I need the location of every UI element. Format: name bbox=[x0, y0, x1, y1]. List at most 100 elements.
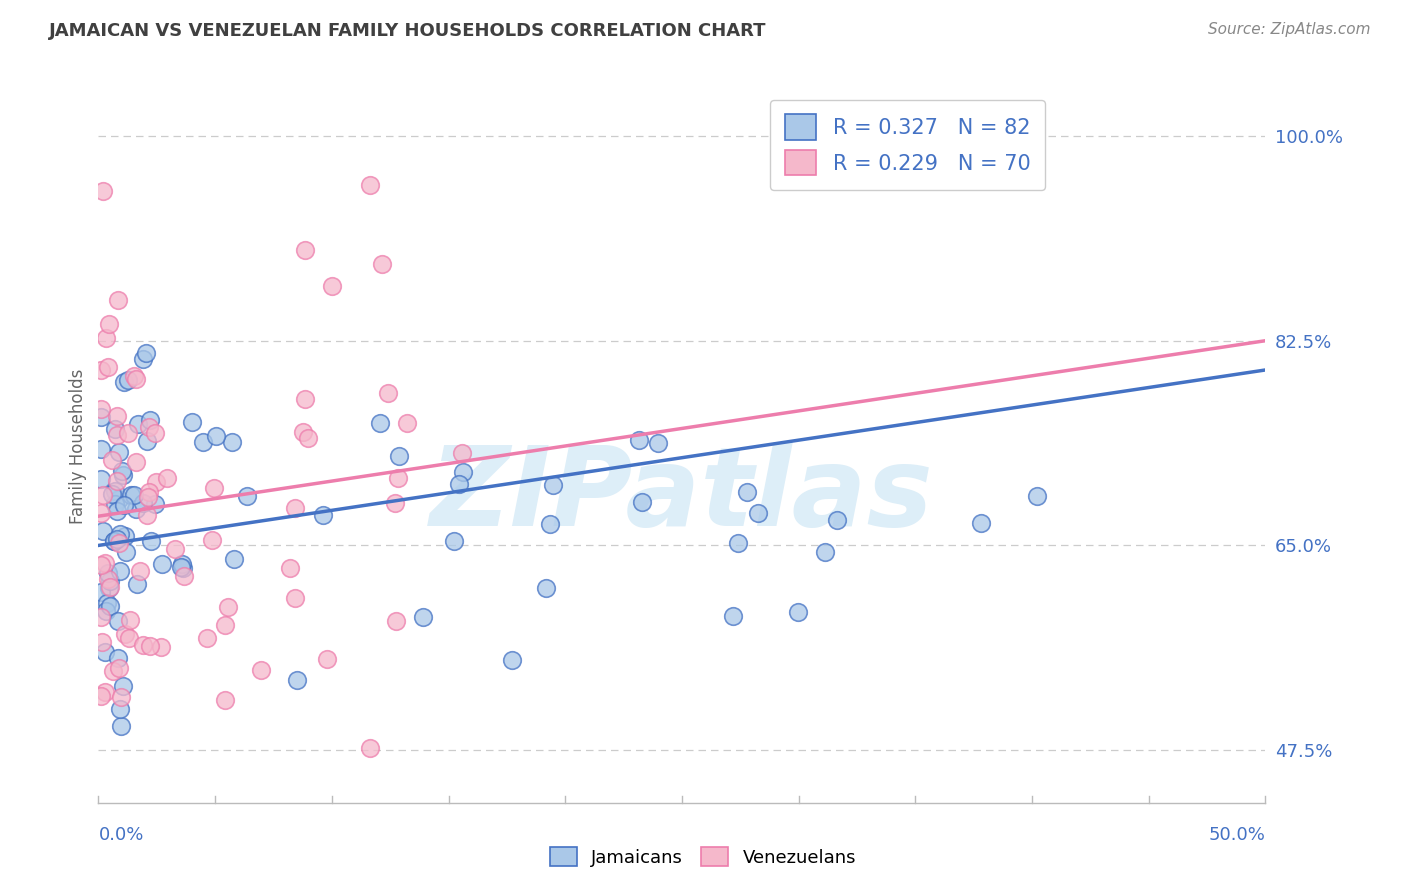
Point bbox=[96, 595, 118, 609]
Point bbox=[297, 431, 319, 445]
Point bbox=[114, 627, 136, 641]
Point bbox=[98, 581, 121, 595]
Point bbox=[111, 464, 134, 478]
Point bbox=[94, 556, 117, 570]
Point bbox=[125, 502, 148, 516]
Point bbox=[141, 534, 163, 549]
Point bbox=[105, 533, 128, 547]
Point bbox=[501, 652, 523, 666]
Point bbox=[97, 360, 120, 375]
Point bbox=[90, 402, 112, 417]
Point bbox=[201, 533, 224, 547]
Point bbox=[786, 605, 808, 619]
Point bbox=[294, 243, 316, 257]
Point bbox=[359, 178, 381, 192]
Point bbox=[100, 487, 122, 501]
Point bbox=[94, 331, 117, 345]
Point bbox=[143, 425, 166, 440]
Point bbox=[204, 428, 226, 442]
Point bbox=[90, 410, 112, 425]
Point bbox=[103, 534, 125, 549]
Legend: R = 0.327   N = 82, R = 0.229   N = 70: R = 0.327 N = 82, R = 0.229 N = 70 bbox=[770, 100, 1045, 190]
Point bbox=[138, 419, 160, 434]
Point bbox=[131, 638, 153, 652]
Y-axis label: Family Households: Family Households bbox=[69, 368, 87, 524]
Point bbox=[90, 584, 112, 599]
Point bbox=[388, 449, 411, 463]
Point bbox=[117, 426, 139, 441]
Point bbox=[103, 533, 125, 548]
Point bbox=[107, 614, 129, 628]
Point bbox=[312, 508, 335, 522]
Point bbox=[172, 561, 194, 575]
Point bbox=[97, 566, 120, 580]
Point bbox=[132, 496, 155, 510]
Text: JAMAICAN VS VENEZUELAN FAMILY HOUSEHOLDS CORRELATION CHART: JAMAICAN VS VENEZUELAN FAMILY HOUSEHOLDS… bbox=[49, 22, 766, 40]
Point bbox=[150, 640, 173, 654]
Point bbox=[118, 614, 141, 628]
Point bbox=[747, 506, 769, 520]
Point bbox=[534, 582, 557, 596]
Point bbox=[538, 517, 561, 532]
Point bbox=[94, 645, 117, 659]
Point bbox=[105, 409, 128, 424]
Point bbox=[136, 434, 159, 448]
Point bbox=[104, 422, 127, 436]
Point bbox=[108, 661, 131, 675]
Point bbox=[90, 363, 112, 377]
Point bbox=[181, 415, 204, 429]
Point bbox=[114, 529, 136, 543]
Point bbox=[90, 442, 112, 456]
Point bbox=[105, 504, 128, 518]
Point bbox=[135, 345, 157, 359]
Point bbox=[170, 560, 193, 574]
Point bbox=[101, 664, 124, 678]
Point bbox=[443, 533, 465, 548]
Point bbox=[125, 455, 148, 469]
Text: 50.0%: 50.0% bbox=[1209, 826, 1265, 844]
Point bbox=[117, 373, 139, 387]
Point bbox=[222, 552, 245, 566]
Point bbox=[138, 639, 160, 653]
Point bbox=[287, 673, 309, 688]
Point bbox=[384, 496, 406, 510]
Point bbox=[221, 435, 243, 450]
Point bbox=[108, 445, 131, 459]
Point bbox=[104, 497, 127, 511]
Point bbox=[647, 436, 669, 450]
Point bbox=[813, 545, 835, 559]
Point bbox=[90, 558, 112, 572]
Point bbox=[284, 500, 307, 515]
Point bbox=[321, 278, 343, 293]
Point bbox=[111, 679, 134, 693]
Point bbox=[90, 635, 112, 649]
Point bbox=[202, 481, 225, 495]
Point bbox=[112, 375, 135, 389]
Point bbox=[827, 513, 849, 527]
Text: 0.0%: 0.0% bbox=[98, 826, 143, 844]
Point bbox=[145, 497, 167, 511]
Point bbox=[1025, 489, 1047, 503]
Point bbox=[453, 465, 475, 479]
Point bbox=[138, 484, 160, 499]
Point bbox=[122, 369, 145, 384]
Point bbox=[111, 467, 134, 482]
Point bbox=[236, 489, 259, 503]
Point bbox=[278, 561, 301, 575]
Point bbox=[412, 610, 434, 624]
Point bbox=[90, 472, 112, 486]
Point bbox=[96, 603, 118, 617]
Point bbox=[110, 690, 132, 705]
Point bbox=[396, 416, 419, 430]
Point bbox=[214, 617, 236, 632]
Legend: Jamaicans, Venezuelans: Jamaicans, Venezuelans bbox=[543, 840, 863, 874]
Point bbox=[115, 544, 138, 558]
Point bbox=[150, 558, 173, 572]
Point bbox=[387, 471, 409, 485]
Point bbox=[90, 689, 112, 703]
Point bbox=[110, 719, 132, 733]
Point bbox=[98, 574, 121, 589]
Point bbox=[122, 487, 145, 501]
Point bbox=[129, 564, 152, 578]
Point bbox=[118, 631, 141, 645]
